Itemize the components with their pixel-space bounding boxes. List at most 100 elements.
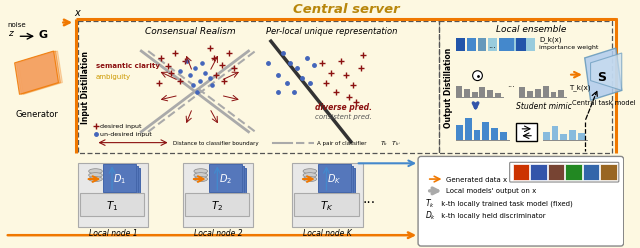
Bar [488, 38, 497, 51]
Bar [456, 38, 465, 51]
Bar [456, 86, 462, 97]
Text: $D_K$: $D_K$ [327, 172, 342, 186]
Text: $D_k$: $D_k$ [425, 209, 436, 222]
Bar [558, 91, 564, 97]
Ellipse shape [303, 169, 317, 174]
Text: semantic clarity: semantic clarity [95, 63, 159, 69]
Polygon shape [591, 53, 621, 91]
Text: $T_2$: $T_2$ [211, 199, 223, 213]
Bar [467, 38, 476, 51]
Text: Distance to classifier boundary: Distance to classifier boundary [173, 141, 259, 146]
Text: desired input: desired input [100, 124, 142, 129]
Bar [479, 88, 485, 97]
Bar [530, 164, 547, 180]
Bar [600, 164, 617, 180]
Text: D_k(x): D_k(x) [539, 36, 561, 43]
Text: $T_k$: $T_k$ [425, 197, 435, 210]
Bar [499, 38, 508, 51]
Text: A pair of classifier: A pair of classifier [317, 141, 368, 146]
Text: k-th locally trained task model (fixed): k-th locally trained task model (fixed) [438, 201, 572, 207]
Text: T_k(x): T_k(x) [569, 84, 591, 91]
Text: noise: noise [8, 22, 26, 29]
Bar [487, 91, 493, 97]
FancyBboxPatch shape [105, 166, 138, 194]
Text: consistent pred.: consistent pred. [315, 114, 371, 120]
Text: un-desired input: un-desired input [100, 132, 152, 137]
Text: Generated data x: Generated data x [446, 177, 508, 183]
FancyBboxPatch shape [418, 156, 624, 246]
Text: ambiguity: ambiguity [95, 74, 131, 80]
Polygon shape [17, 51, 60, 94]
Text: $D_1$: $D_1$ [113, 172, 127, 186]
Text: ...: ... [507, 80, 515, 90]
FancyBboxPatch shape [103, 164, 136, 192]
Bar [500, 132, 507, 140]
Text: Output Distillation: Output Distillation [444, 47, 452, 128]
Text: $T_{k'}$: $T_{k'}$ [390, 139, 401, 148]
Bar [474, 130, 481, 140]
Text: $D_2$: $D_2$ [219, 172, 232, 186]
Bar [491, 128, 498, 140]
Text: Local ensemble: Local ensemble [496, 25, 566, 34]
Text: Input Distillation: Input Distillation [81, 51, 90, 124]
Text: Local node 1: Local node 1 [89, 229, 138, 238]
FancyBboxPatch shape [319, 166, 353, 194]
Text: Student mimic: Student mimic [516, 102, 572, 111]
Text: diverse pred.: diverse pred. [315, 103, 372, 112]
Text: $T_k$: $T_k$ [380, 139, 388, 148]
Ellipse shape [303, 177, 317, 182]
Bar [495, 93, 501, 97]
Text: Central server: Central server [292, 2, 399, 16]
Text: Generator: Generator [15, 110, 58, 119]
FancyBboxPatch shape [78, 163, 148, 227]
Circle shape [472, 71, 483, 81]
Text: k-th locally held discriminator: k-th locally held discriminator [438, 213, 545, 219]
Bar [550, 93, 556, 97]
FancyBboxPatch shape [515, 123, 537, 141]
Bar [456, 125, 463, 140]
Bar [543, 86, 548, 97]
FancyBboxPatch shape [183, 163, 253, 227]
Bar [565, 164, 582, 180]
Text: ...: ... [362, 192, 376, 206]
FancyBboxPatch shape [292, 163, 362, 227]
Bar [552, 126, 558, 140]
FancyBboxPatch shape [294, 193, 358, 217]
FancyBboxPatch shape [321, 168, 355, 196]
FancyBboxPatch shape [317, 164, 351, 192]
Bar [583, 164, 599, 180]
FancyBboxPatch shape [80, 193, 144, 217]
Bar [515, 38, 524, 51]
Text: $T_K$: $T_K$ [319, 199, 333, 213]
Text: ...: ... [488, 41, 496, 50]
FancyBboxPatch shape [107, 168, 140, 196]
Bar [543, 132, 550, 140]
FancyBboxPatch shape [209, 164, 242, 192]
Bar [509, 38, 518, 51]
Bar [535, 90, 541, 97]
Text: z: z [8, 29, 13, 38]
Polygon shape [15, 51, 58, 94]
Bar [464, 90, 470, 97]
FancyBboxPatch shape [212, 168, 246, 196]
Ellipse shape [303, 173, 317, 178]
Bar [505, 38, 513, 51]
Polygon shape [585, 48, 621, 100]
Bar [527, 92, 533, 97]
Text: Per-local unique representation: Per-local unique representation [266, 27, 397, 36]
Bar [569, 130, 576, 140]
Text: importance weight: importance weight [539, 45, 598, 50]
Bar [520, 38, 529, 51]
Text: Local node 2: Local node 2 [194, 229, 243, 238]
Bar [472, 93, 477, 97]
Bar [561, 134, 567, 140]
Ellipse shape [89, 173, 102, 178]
Ellipse shape [194, 169, 207, 174]
Text: Consensual Realism: Consensual Realism [145, 27, 236, 36]
Bar [477, 38, 486, 51]
FancyBboxPatch shape [185, 193, 250, 217]
Text: $T_1$: $T_1$ [106, 199, 118, 213]
Ellipse shape [194, 177, 207, 182]
Bar [513, 164, 529, 180]
Text: S: S [596, 71, 606, 84]
